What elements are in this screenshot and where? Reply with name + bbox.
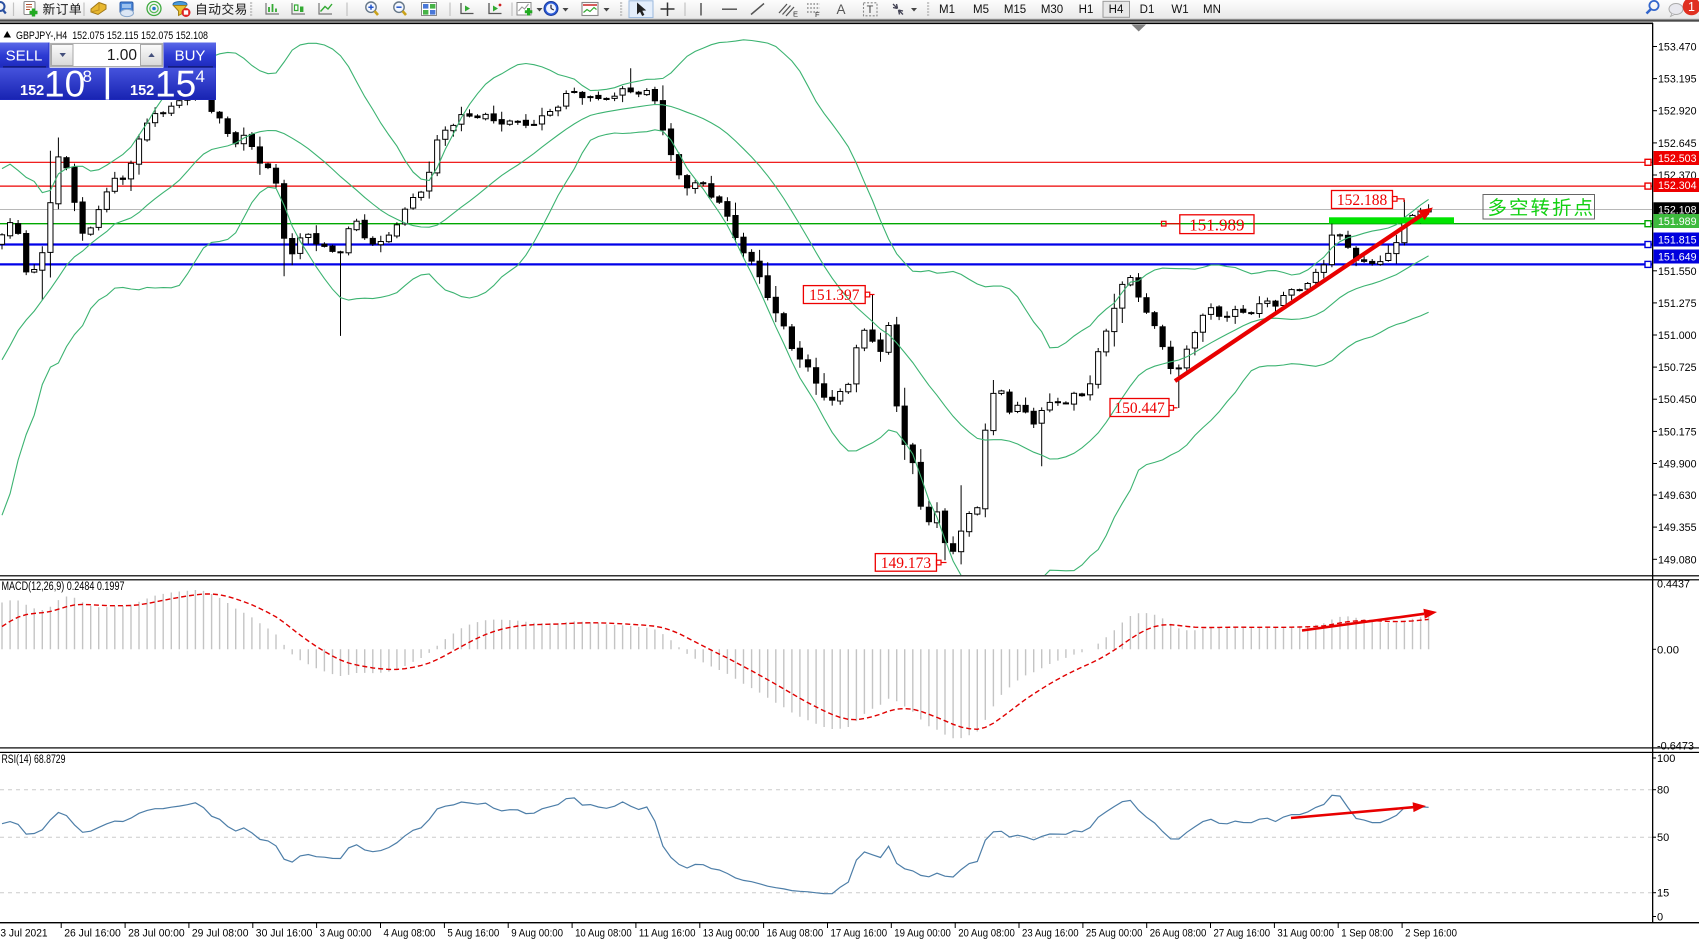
svg-text:M5: M5 (973, 4, 989, 16)
svg-text:29 Jul 08:00: 29 Jul 08:00 (192, 928, 249, 940)
svg-text:D1: D1 (1140, 4, 1155, 16)
svg-text:149.630: 149.630 (1658, 490, 1697, 502)
svg-text:A: A (837, 2, 846, 17)
svg-text:26 Jul 16:00: 26 Jul 16:00 (64, 928, 121, 940)
svg-text:3 Aug 00:00: 3 Aug 00:00 (320, 928, 372, 940)
svg-text:RSI(14) 68.8729: RSI(14) 68.8729 (2, 754, 66, 766)
svg-text:20 Aug 08:00: 20 Aug 08:00 (958, 928, 1015, 940)
svg-text:152.920: 152.920 (1658, 106, 1697, 118)
svg-text:F: F (815, 10, 820, 19)
svg-text:0.00: 0.00 (1657, 644, 1679, 656)
svg-text:153.470: 153.470 (1658, 42, 1697, 54)
svg-text:SELL: SELL (6, 48, 43, 65)
svg-text:149.355: 149.355 (1658, 522, 1697, 534)
svg-text:31 Aug 00:00: 31 Aug 00:00 (1277, 928, 1334, 940)
svg-text:MN: MN (1203, 4, 1221, 16)
svg-text:3 Jul 2021: 3 Jul 2021 (0, 928, 47, 940)
svg-text:26 Aug 08:00: 26 Aug 08:00 (1150, 928, 1207, 940)
svg-text:0.4437: 0.4437 (1657, 578, 1690, 590)
svg-text:10 Aug 08:00: 10 Aug 08:00 (575, 928, 632, 940)
svg-text:150.175: 150.175 (1658, 426, 1697, 438)
svg-text:BUY: BUY (175, 48, 206, 65)
svg-text:-0.6473: -0.6473 (1657, 740, 1694, 752)
svg-text:152: 152 (20, 83, 44, 99)
svg-text:149.900: 149.900 (1658, 459, 1697, 471)
svg-text:153.195: 153.195 (1658, 74, 1697, 86)
svg-text:5 Aug 16:00: 5 Aug 16:00 (447, 928, 499, 940)
svg-text:2 Sep 16:00: 2 Sep 16:00 (1405, 928, 1457, 940)
svg-text:28 Jul 00:00: 28 Jul 00:00 (128, 928, 185, 940)
svg-text:4 Aug 08:00: 4 Aug 08:00 (384, 928, 436, 940)
svg-text:H1: H1 (1079, 4, 1094, 16)
svg-text:151.649: 151.649 (1658, 252, 1697, 264)
svg-text:23 Aug 16:00: 23 Aug 16:00 (1022, 928, 1079, 940)
svg-text:10: 10 (44, 64, 85, 105)
svg-text:152: 152 (130, 83, 154, 99)
svg-text:150.450: 150.450 (1658, 394, 1697, 406)
svg-text:M15: M15 (1004, 4, 1026, 16)
svg-text:0: 0 (1657, 912, 1663, 924)
svg-text:151.275: 151.275 (1658, 298, 1697, 310)
svg-text:1.00: 1.00 (107, 47, 138, 64)
svg-text:T: T (867, 4, 874, 16)
svg-text:149.080: 149.080 (1658, 554, 1697, 566)
svg-text:8: 8 (83, 67, 92, 86)
svg-text:27 Aug 16:00: 27 Aug 16:00 (1214, 928, 1271, 940)
svg-text:GBPJPY-,H4 152.075 152.115 15: GBPJPY-,H4 152.075 152.115 152.075 152.1… (16, 30, 208, 42)
svg-text:W1: W1 (1171, 4, 1188, 16)
svg-text:152.304: 152.304 (1658, 180, 1697, 192)
svg-text:80: 80 (1657, 785, 1669, 797)
svg-text:1: 1 (1688, 0, 1695, 14)
svg-text:151.000: 151.000 (1658, 330, 1697, 342)
svg-text:9 Aug 00:00: 9 Aug 00:00 (511, 928, 563, 940)
svg-text:13 Aug 00:00: 13 Aug 00:00 (703, 928, 760, 940)
svg-text:MACD(12,26,9) 0.2484 0.1997: MACD(12,26,9) 0.2484 0.1997 (2, 581, 125, 593)
svg-text:151.989: 151.989 (1658, 216, 1697, 228)
svg-text:17 Aug 16:00: 17 Aug 16:00 (831, 928, 888, 940)
svg-text:16 Aug 08:00: 16 Aug 08:00 (767, 928, 824, 940)
svg-text:15: 15 (155, 64, 196, 105)
svg-text:151.989: 151.989 (1189, 215, 1244, 234)
svg-text:152.503: 152.503 (1658, 153, 1697, 165)
svg-text:150.725: 150.725 (1658, 362, 1697, 374)
svg-text:151.397: 151.397 (809, 287, 860, 304)
svg-text:50: 50 (1657, 832, 1669, 844)
svg-text:30 Jul 16:00: 30 Jul 16:00 (256, 928, 313, 940)
svg-text:11 Aug 16:00: 11 Aug 16:00 (639, 928, 696, 940)
svg-text:100: 100 (1657, 753, 1675, 765)
svg-text:152.188: 152.188 (1337, 192, 1388, 209)
svg-text:149.173: 149.173 (881, 555, 932, 572)
svg-text:150.447: 150.447 (1114, 400, 1165, 417)
svg-text:4: 4 (196, 67, 205, 86)
svg-text:H4: H4 (1109, 4, 1124, 16)
svg-text:151.550: 151.550 (1658, 266, 1697, 278)
svg-text:152.108: 152.108 (1658, 205, 1697, 217)
svg-text:152.645: 152.645 (1658, 138, 1697, 150)
svg-text:25 Aug 00:00: 25 Aug 00:00 (1086, 928, 1143, 940)
svg-text:15: 15 (1657, 888, 1669, 900)
svg-text:151.815: 151.815 (1658, 235, 1697, 247)
svg-text:1 Sep 08:00: 1 Sep 08:00 (1341, 928, 1393, 940)
svg-text:19 Aug 00:00: 19 Aug 00:00 (894, 928, 951, 940)
svg-text:M1: M1 (939, 4, 955, 16)
svg-text:M30: M30 (1041, 4, 1063, 16)
svg-text:E: E (793, 10, 798, 19)
